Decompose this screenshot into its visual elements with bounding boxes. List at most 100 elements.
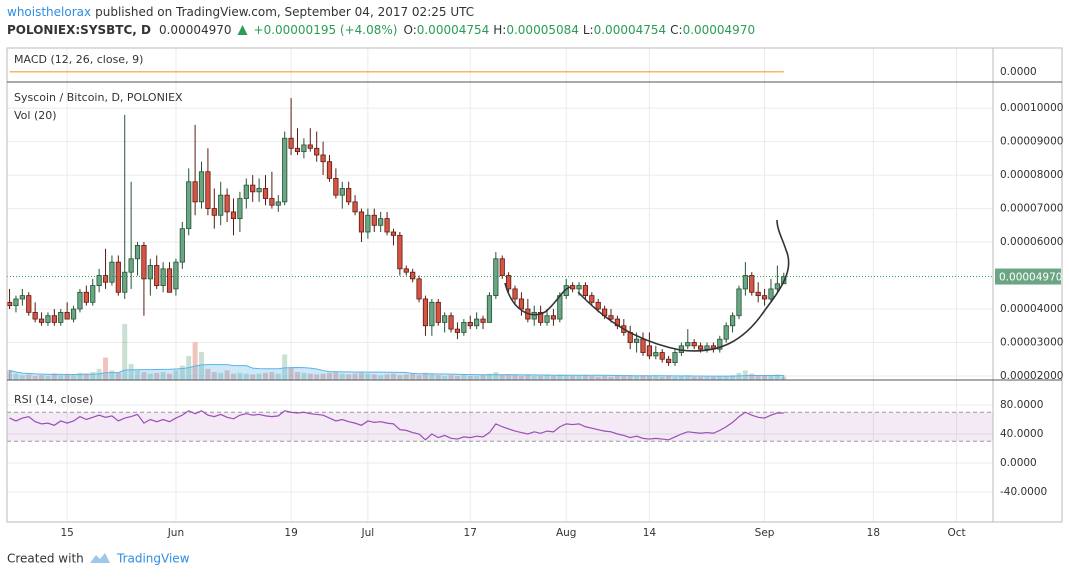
volume-ma	[9, 364, 785, 381]
volume-bar	[544, 375, 550, 380]
volume-bar	[167, 373, 173, 380]
volume-bar	[480, 375, 486, 380]
volume-bar	[659, 376, 665, 380]
candle-body	[173, 261, 179, 290]
candle-body	[102, 275, 109, 283]
candle-body	[160, 268, 166, 286]
candle-body	[237, 198, 243, 220]
candle-body	[749, 275, 755, 293]
ohlc-label: C:	[670, 23, 682, 37]
candle-body	[128, 258, 134, 273]
volume-bar	[416, 375, 422, 380]
volume-bar	[147, 373, 153, 380]
volume-bar	[563, 375, 569, 380]
volume-bar	[352, 373, 358, 380]
volume-bar	[749, 373, 755, 380]
last-price-label: 0.00004970	[999, 272, 1062, 284]
candle-body	[544, 315, 550, 323]
volume-bar	[397, 375, 403, 380]
candle-body	[243, 184, 249, 199]
candle-body	[474, 318, 480, 327]
volume-bar	[288, 368, 294, 380]
ohlc-label: L:	[583, 23, 594, 37]
candle-body	[691, 342, 697, 347]
volume-bar	[179, 365, 185, 380]
rsi-tick-label: -40.0000	[1000, 486, 1047, 498]
grid	[7, 48, 993, 522]
volume-bar	[320, 373, 326, 380]
volume-bar	[358, 372, 364, 380]
y-tick-label: 0.00009000	[1000, 136, 1063, 148]
y-tick-label: 0.00002000	[1000, 370, 1063, 382]
candle-body	[230, 211, 237, 220]
rsi-band	[7, 412, 993, 442]
candle-body	[736, 288, 742, 317]
candle-body	[672, 352, 678, 363]
volume-bar	[333, 372, 339, 380]
volume-bar	[704, 376, 710, 380]
volume-bar	[192, 342, 198, 380]
volume-bar	[307, 373, 313, 380]
candle-body	[646, 345, 653, 357]
candle-body	[435, 301, 441, 323]
candle-body	[480, 318, 486, 323]
candle-body	[582, 285, 589, 297]
volume-bar	[499, 375, 505, 380]
candle-body	[410, 271, 416, 280]
ohlc-label: H:	[493, 23, 506, 37]
volume-bar	[64, 374, 70, 380]
volume-bar	[205, 368, 211, 380]
volume-bar	[755, 375, 761, 380]
volume-bar	[710, 376, 716, 380]
volume-bar	[19, 375, 25, 380]
candle-body	[51, 315, 57, 323]
candle-body	[416, 278, 422, 300]
candle-body	[32, 311, 38, 320]
candle-body	[141, 244, 147, 280]
author[interactable]: whoisthelorax	[7, 5, 91, 19]
candle-body	[704, 345, 710, 350]
candle-body	[269, 198, 275, 206]
volume-bar	[173, 370, 179, 380]
candle-body	[595, 301, 601, 310]
volume-bar	[141, 372, 147, 380]
candle-body	[314, 147, 320, 156]
ohlc-value: 0.00004970	[683, 23, 756, 37]
y-tick-label: 0.00004000	[1000, 303, 1063, 315]
volume-bar	[275, 373, 281, 380]
volume-bar	[103, 357, 109, 380]
volume-bar	[243, 373, 249, 380]
volume-bar	[378, 375, 384, 380]
candle-body	[294, 147, 301, 153]
volume-bar	[13, 373, 19, 380]
volume-bar	[58, 375, 64, 380]
created-with: Created with	[7, 552, 84, 566]
volume-bar	[422, 372, 428, 380]
candle-body	[166, 268, 173, 293]
candle-body	[115, 261, 121, 293]
volume-bar	[678, 376, 684, 380]
rsi-label: RSI (14, close)	[14, 393, 93, 406]
brand[interactable]: TradingView	[116, 552, 190, 566]
x-tick-label: Sep	[755, 527, 775, 539]
volume-bar	[262, 372, 268, 380]
candle-body	[371, 214, 377, 226]
volume-bar	[634, 376, 640, 380]
candle-body	[365, 214, 371, 233]
x-tick-label: Oct	[947, 527, 965, 539]
candle-body	[486, 295, 493, 323]
candle-body	[742, 275, 748, 290]
volume-bar	[218, 372, 224, 380]
volume-bar	[250, 374, 256, 380]
candle-body	[550, 315, 557, 320]
volume-bar	[698, 376, 704, 380]
volume-bar	[640, 375, 646, 380]
volume-bar	[602, 376, 608, 380]
candle-body	[531, 311, 537, 320]
volume-bar	[429, 374, 435, 380]
candle-body	[6, 301, 13, 307]
frame-border	[6, 47, 1063, 523]
volume-bar	[109, 370, 115, 380]
candle-body	[19, 295, 25, 300]
volume-bar	[435, 375, 441, 380]
